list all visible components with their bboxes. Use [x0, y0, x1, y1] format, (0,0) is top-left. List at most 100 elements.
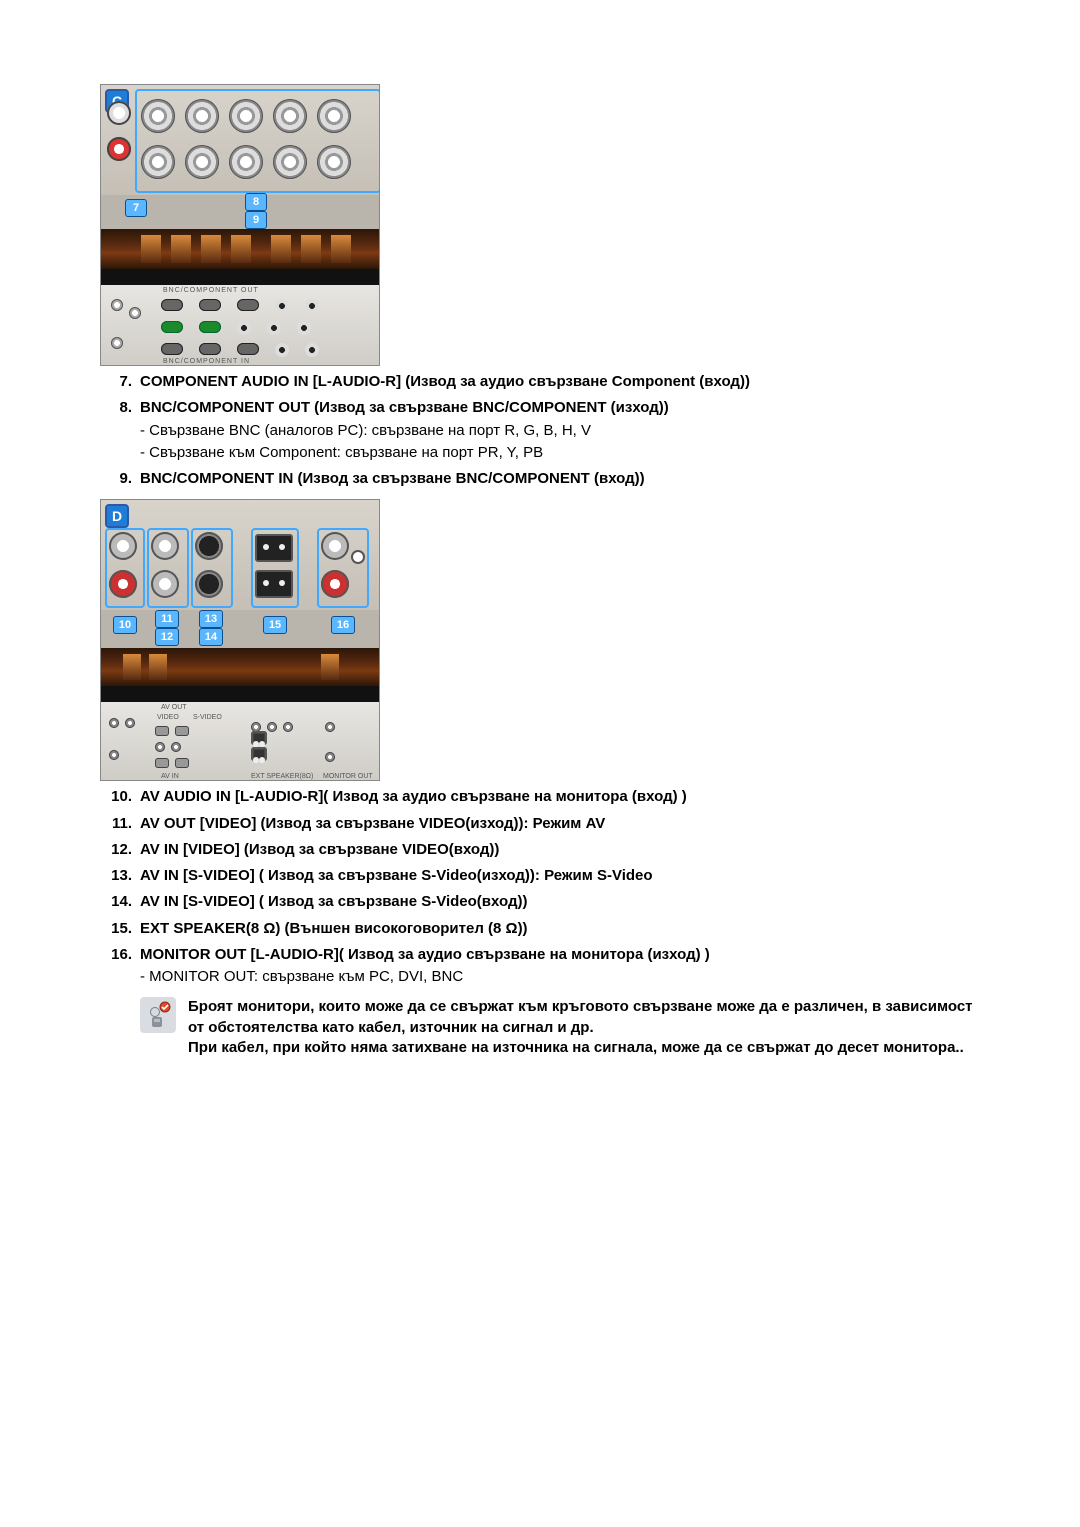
tiny-bnc	[161, 343, 183, 355]
list-item-number: 9.	[100, 469, 140, 489]
tiny-bnc	[237, 321, 251, 335]
list-item-title: MONITOR OUT [L-AUDIO-R]( Извод за аудио …	[140, 945, 980, 965]
figure-d-highlight-16	[317, 528, 369, 608]
figure-c-bottom-panel: BNC/COMPONENT OUT	[101, 285, 379, 366]
mini-port	[283, 722, 293, 732]
label-mon: MONITOR OUT	[323, 773, 373, 780]
list-item-number: 15.	[100, 919, 140, 939]
list-item: 16.MONITOR OUT [L-AUDIO-R]( Извод за ауд…	[100, 945, 980, 988]
tiny-bnc	[199, 343, 221, 355]
list-item: 9.BNC/COMPONENT IN (Извод за свързване B…	[100, 469, 980, 489]
list-item-title: EXT SPEAKER(8 Ω) (Външен високоговорител…	[140, 919, 980, 939]
note-icon	[140, 997, 176, 1033]
list-item-number: 11.	[100, 814, 140, 834]
list-item-subline: - MONITOR OUT: свързване към PC, DVI, BN…	[140, 967, 980, 987]
label-avout: AV OUT	[161, 704, 187, 711]
list-d: 10.AV AUDIO IN [L-AUDIO-R]( Извод за ауд…	[100, 787, 980, 987]
mini-port	[171, 742, 181, 752]
list-item-title: AV IN [VIDEO] (Извод за свързване VIDEO(…	[140, 840, 980, 860]
figure-d-badge: D	[105, 504, 129, 528]
mini-port	[251, 747, 267, 761]
figure-d-highlight-10	[105, 528, 145, 608]
label-ext: EXT SPEAKER(8Ω)	[251, 773, 313, 780]
list-item-text: AV AUDIO IN [L-AUDIO-R]( Извод за аудио …	[140, 787, 980, 807]
mini-port	[175, 726, 189, 736]
list-item: 14.AV IN [S-VIDEO] ( Извод за свързване …	[100, 892, 980, 912]
bp-row	[155, 758, 189, 768]
list-item: 12.AV IN [VIDEO] (Извод за свързване VID…	[100, 840, 980, 860]
figure-c: C 7 8 9	[100, 84, 380, 366]
mini-port	[251, 731, 267, 745]
tiny-bnc-row	[161, 299, 319, 313]
bp-row	[325, 752, 335, 762]
vent-slot	[321, 654, 339, 680]
list-item-text: COMPONENT AUDIO IN [L-AUDIO-R] (Извод за…	[140, 372, 980, 392]
vent-slot	[141, 235, 161, 263]
list-item-text: MONITOR OUT [L-AUDIO-R]( Извод за аудио …	[140, 945, 980, 988]
figure-d-highlight-15	[251, 528, 299, 608]
tiny-bnc	[237, 343, 259, 355]
tiny-bnc-row	[161, 321, 311, 335]
list-item-number: 16.	[100, 945, 140, 988]
list-item-number: 8.	[100, 398, 140, 463]
list-c: 7.COMPONENT AUDIO IN [L-AUDIO-R] (Извод …	[100, 372, 980, 489]
list-item: 10.AV AUDIO IN [L-AUDIO-R]( Извод за ауд…	[100, 787, 980, 807]
mini-port	[109, 718, 119, 728]
vent-slot	[149, 654, 167, 680]
tiny-bnc-green	[161, 321, 183, 333]
mini-port	[267, 722, 277, 732]
list-item-text: AV IN [S-VIDEO] ( Извод за свързване S-V…	[140, 892, 980, 912]
list-item-text: EXT SPEAKER(8 Ω) (Външен високоговорител…	[140, 919, 980, 939]
figure-c-callout-8: 8	[245, 193, 267, 211]
bp-row	[109, 718, 135, 728]
list-item-number: 14.	[100, 892, 140, 912]
figure-d-callout-10: 10	[113, 616, 137, 634]
note-text: Броят монитори, които може да се свържат…	[188, 997, 980, 1058]
bp-row	[109, 750, 119, 760]
vent-slot	[231, 235, 251, 263]
figure-d: D 10 11 12 13 14 15 16	[100, 499, 380, 781]
tiny-bnc	[305, 343, 319, 357]
figure-c-mid-strip	[101, 229, 379, 269]
list-item-title: AV IN [S-VIDEO] ( Извод за свързване S-V…	[140, 866, 980, 886]
vent-slot	[301, 235, 321, 263]
list-item: 13.AV IN [S-VIDEO] ( Извод за свързване …	[100, 866, 980, 886]
figure-d-bottom-panel: AV OUT VIDEO S-VIDEO AV IN EXT SPEAKER(8…	[101, 702, 379, 781]
tiny-bnc	[275, 343, 289, 357]
tiny-bnc	[161, 299, 183, 311]
figure-d-callout-16: 16	[331, 616, 355, 634]
list-item-text: BNC/COMPONENT OUT (Извод за свързване BN…	[140, 398, 980, 463]
figure-d-callout-11: 11	[155, 610, 179, 628]
list-item-title: AV AUDIO IN [L-AUDIO-R]( Извод за аудио …	[140, 787, 980, 807]
figure-c-label-out: BNC/COMPONENT OUT	[163, 287, 259, 294]
list-item-title: AV IN [S-VIDEO] ( Извод за свързване S-V…	[140, 892, 980, 912]
mini-port	[325, 722, 335, 732]
vent-slot	[271, 235, 291, 263]
list-item-number: 12.	[100, 840, 140, 860]
tiny-rca	[129, 307, 141, 319]
figure-c-highlight-box	[135, 89, 380, 193]
list-item: 15.EXT SPEAKER(8 Ω) (Външен високоговори…	[100, 919, 980, 939]
tiny-bnc	[237, 299, 259, 311]
figure-d-callout-14: 14	[199, 628, 223, 646]
bp-row	[325, 722, 335, 732]
list-item-text: AV OUT [VIDEO] (Извод за свързване VIDEO…	[140, 814, 980, 834]
tiny-bnc	[275, 299, 289, 313]
list-item: 8.BNC/COMPONENT OUT (Извод за свързване …	[100, 398, 980, 463]
tiny-rca	[111, 337, 123, 349]
tiny-bnc	[267, 321, 281, 335]
tiny-bnc	[305, 299, 319, 313]
list-item: 7.COMPONENT AUDIO IN [L-AUDIO-R] (Извод …	[100, 372, 980, 392]
tiny-rca	[111, 299, 123, 311]
bp-row	[155, 742, 181, 752]
tiny-bnc-green	[199, 321, 221, 333]
tiny-bnc	[297, 321, 311, 335]
list-item-text: AV IN [VIDEO] (Извод за свързване VIDEO(…	[140, 840, 980, 860]
mini-port	[109, 750, 119, 760]
label-video: VIDEO	[157, 714, 179, 721]
figure-d-highlight-13-14	[191, 528, 233, 608]
figure-d-mid-strip	[101, 648, 379, 686]
list-item-subline: - Свързване към Component: свързване на …	[140, 443, 980, 463]
rca-jack-white	[107, 101, 131, 125]
tiny-bnc-row	[161, 343, 319, 357]
